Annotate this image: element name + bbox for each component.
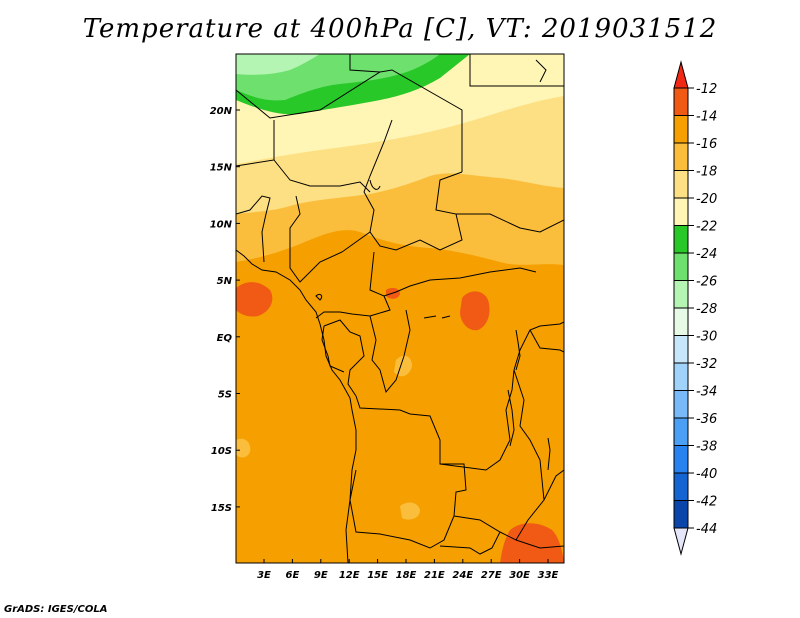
warm-spot-gulf-of-guinea: [236, 282, 273, 317]
colorbar-label: -38: [696, 440, 717, 455]
lat-tick-label: EQ: [217, 333, 233, 344]
colorbar-label: -12: [696, 82, 717, 97]
colorbar-label: -26: [696, 275, 717, 290]
colorbar-label: -24: [696, 247, 717, 262]
lat-tick-label: 15N: [210, 163, 233, 174]
country-borders: [236, 54, 564, 563]
lat-tick-label: 15S: [211, 503, 232, 514]
temperature-field: [236, 54, 564, 563]
colorbar-swatch: [673, 142, 689, 171]
lon-tick-label: 30E: [509, 570, 530, 581]
grads-credit: GrADS: IGES/COLA: [4, 604, 108, 615]
colorbar-label: -18: [696, 165, 717, 180]
colorbar-swatch: [673, 362, 689, 391]
lon-tick-label: 3E: [257, 570, 271, 581]
colorbar-swatch: [673, 500, 689, 529]
lat-tick-label: 10N: [210, 219, 233, 230]
lon-tick-label: 15E: [367, 570, 388, 581]
lat-tick-label: 5N: [217, 276, 233, 287]
colorbar-label: -28: [696, 302, 717, 317]
lat-tick-label: 5S: [218, 390, 232, 401]
light-spot-1: [400, 502, 420, 520]
light-spot-3: [236, 438, 251, 458]
warm-spot-congo: [460, 291, 490, 331]
colorbar-swatch: [673, 280, 689, 309]
lon-tick-label: 33E: [538, 570, 559, 581]
colorbar-swatch: [673, 225, 689, 254]
latitude-axis: 20N 15N 10N 5N EQ 5S 10S 15S: [210, 106, 240, 514]
colorbar-swatch: [673, 87, 689, 116]
lon-tick-label: 12E: [339, 570, 360, 581]
lat-tick-label: 20N: [210, 106, 233, 117]
colorbar-label: -16: [696, 137, 717, 152]
colorbar-label: -30: [696, 330, 717, 345]
lon-tick-label: 21E: [424, 570, 445, 581]
chart-title: Temperature at 400hPa [C], VT: 201903151…: [82, 14, 718, 44]
colorbar-label: -42: [696, 495, 717, 510]
lon-tick-label: 6E: [286, 570, 300, 581]
lon-tick-label: 24E: [452, 570, 473, 581]
colorbar-label: -32: [696, 357, 717, 372]
colorbar-label: -44: [696, 522, 717, 537]
colorbar-label: -22: [696, 220, 717, 235]
colorbar-label: -40: [696, 467, 717, 482]
lon-tick-label: 9E: [314, 570, 328, 581]
colorbar: -12 -14 -16 -18 -20 -22 -24 -26 -28 -30 -32 -34 -36 -…: [673, 60, 717, 556]
colorbar-swatch: [673, 445, 689, 474]
colorbar-swatch: [673, 472, 689, 501]
colorbar-swatch: [673, 252, 689, 281]
colorbar-top-arrow: [673, 60, 689, 89]
lon-tick-label: 18E: [396, 570, 417, 581]
band-minus26: [236, 54, 320, 75]
colorbar-label: -20: [696, 192, 717, 207]
colorbar-bottom-arrow: [673, 527, 689, 556]
colorbar-swatch: [673, 170, 689, 199]
plot-frame: [235, 53, 565, 564]
colorbar-swatch: [673, 307, 689, 336]
colorbar-swatch: [673, 335, 689, 364]
lat-tick-label: 10S: [211, 446, 232, 457]
colorbar-swatch: [673, 115, 689, 144]
lon-tick-label: 27E: [481, 570, 502, 581]
warm-spot-southeast: [500, 523, 564, 563]
colorbar-label: -34: [696, 385, 717, 400]
colorbar-swatch: [673, 417, 689, 446]
colorbar-label: -36: [696, 412, 717, 427]
colorbar-swatch: [673, 390, 689, 419]
longitude-axis: 3E 6E 9E 12E 15E 18E 21E 24E 27E 30E 33E: [257, 559, 559, 581]
colorbar-swatch: [673, 197, 689, 226]
colorbar-label: -14: [696, 110, 717, 125]
